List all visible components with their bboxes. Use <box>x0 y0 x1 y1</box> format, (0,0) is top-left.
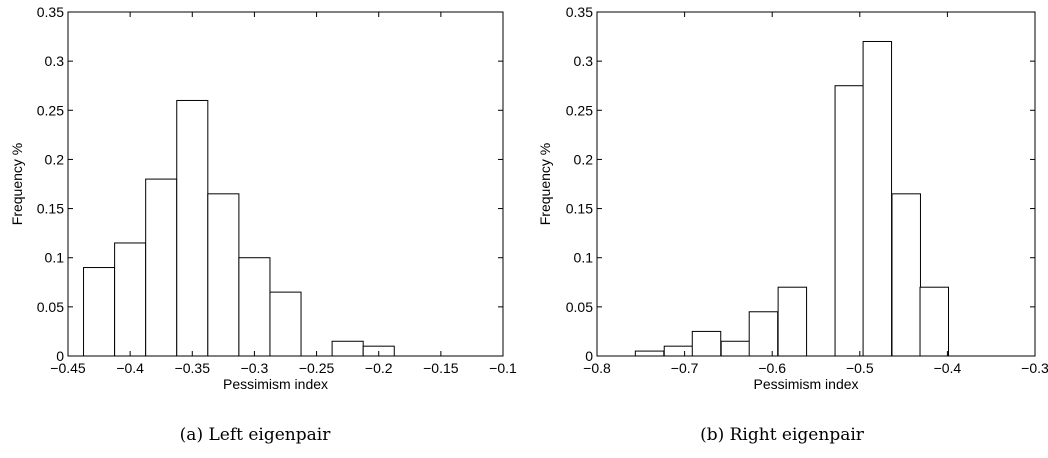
y-tick-label: 0.05 <box>37 299 64 315</box>
histogram-bar <box>777 286 808 357</box>
y-tick-label: 0 <box>585 348 593 364</box>
y-axis-label: Frequency % <box>537 143 553 225</box>
x-tick-label: −0.8 <box>583 360 611 376</box>
chart-panel-right: 0 0.05 0.1 0.15 0.2 0.25 0.3 0.35 −0.8 −0.7 −0.6 −0… <box>537 4 1048 445</box>
y-tick-label: 0.25 <box>37 102 64 118</box>
y-tick-label: 0.35 <box>37 4 64 20</box>
x-tick-label: −0.2 <box>365 360 393 376</box>
x-tick-label: −0.7 <box>671 360 699 376</box>
histogram-bar <box>269 291 302 357</box>
histogram-bar <box>691 330 722 357</box>
y-tick-label: 0.35 <box>566 4 593 20</box>
y-tick-label: 0.3 <box>574 53 594 69</box>
histogram-bar <box>919 286 949 357</box>
histogram-bar <box>145 178 178 357</box>
x-tick-label: −0.4 <box>934 360 962 376</box>
histogram-bar <box>176 99 209 357</box>
histogram-bar <box>114 242 147 357</box>
histogram-bar <box>720 340 751 357</box>
x-tick-label: −0.4 <box>116 360 144 376</box>
panel-caption: (b) Right eigenpair <box>700 425 865 445</box>
histogram-bar <box>634 350 665 357</box>
x-tick-label: −0.3 <box>241 360 269 376</box>
y-tick-label: 0.15 <box>566 201 593 217</box>
histogram-bar <box>834 85 865 357</box>
histogram-bar <box>331 340 364 357</box>
histogram-bar <box>83 267 116 357</box>
histogram-bar <box>663 345 694 357</box>
x-tick-label: −0.45 <box>50 360 86 376</box>
histogram-bar <box>207 193 240 357</box>
x-tick-label: −0.35 <box>175 360 211 376</box>
x-tick-label: −0.15 <box>423 360 459 376</box>
histogram-bar <box>891 193 921 357</box>
histogram-bar <box>748 311 779 357</box>
plot-frame <box>596 11 1036 357</box>
y-tick-label: 0.2 <box>574 151 594 167</box>
x-tick-label: −0.6 <box>758 360 786 376</box>
y-tick-label: 0.15 <box>37 201 64 217</box>
histogram-bar <box>862 40 893 357</box>
chart-panel-left: 0 0.05 0.1 0.15 0.2 0.25 0.3 0.35 −0.45 −0.4 −0.35… <box>9 4 517 445</box>
x-axis-label: Pessimism index <box>223 376 328 392</box>
x-tick-label: −0.5 <box>846 360 874 376</box>
x-tick-label: −0.3 <box>1021 360 1048 376</box>
y-tick-label: 0.3 <box>45 53 65 69</box>
histogram-bar <box>238 257 271 357</box>
y-tick-label: 0.1 <box>45 250 65 266</box>
y-tick-label: 0.05 <box>566 299 593 315</box>
y-tick-label: 0.25 <box>566 102 593 118</box>
y-axis-label: Frequency % <box>9 143 25 225</box>
panel-caption: (a) Left eigenpair <box>180 425 332 445</box>
x-tick-label: −0.1 <box>489 360 517 376</box>
x-tick-label: −0.25 <box>299 360 335 376</box>
y-tick-label: 0.2 <box>45 151 65 167</box>
x-axis-label: Pessimism index <box>753 376 858 392</box>
y-tick-label: 0 <box>56 348 64 364</box>
y-tick-label: 0.1 <box>574 250 594 266</box>
